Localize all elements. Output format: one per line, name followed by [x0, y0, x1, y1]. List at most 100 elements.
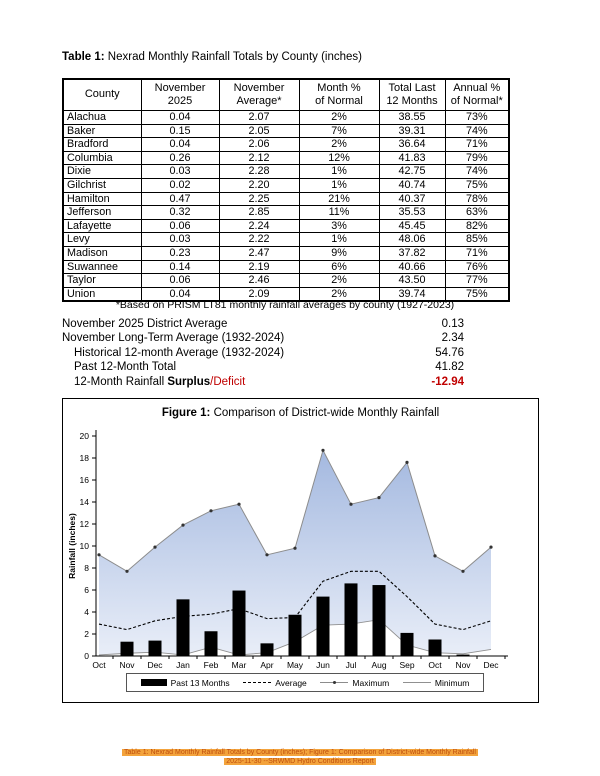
- value-cell: 2%: [298, 110, 380, 125]
- summary-line: Past 12-Month Total 41.82: [62, 360, 464, 374]
- x-tick-label: Oct: [92, 660, 106, 670]
- table-header-row: County November 2025 November Average* Mont…: [62, 78, 510, 111]
- summary-label: November 2025 District Average: [62, 317, 404, 331]
- maximum-marker: [377, 496, 381, 500]
- legend-item: Average: [243, 678, 307, 688]
- table-row: Levy 0.03 2.22 1% 48.06 85%: [62, 232, 510, 247]
- caption-line-1: Table 1: Nexrad Monthly Rainfall Totals …: [122, 749, 478, 756]
- maximum-marker: [181, 523, 185, 527]
- value-cell: 2.28: [218, 164, 300, 179]
- figure-title: Figure 1: Comparison of District-wide Mo…: [63, 407, 538, 419]
- legend-item: Maximum: [320, 678, 389, 688]
- past-month-bar: [316, 596, 330, 656]
- value-cell: 37.82: [378, 245, 446, 261]
- summary-label: Historical 12-month Average (1932-2024): [62, 346, 404, 360]
- legend-label: Past 13 Months: [170, 677, 230, 688]
- table-row: Union 0.04 2.09 2% 39.74 75%: [62, 286, 510, 302]
- dashed-swatch-icon: [243, 682, 272, 683]
- past-month-bar: [260, 643, 274, 656]
- bar-swatch-icon: [140, 679, 167, 686]
- value-cell: 0.04: [140, 110, 220, 125]
- maximum-marker: [433, 554, 437, 558]
- y-tick-label: 4: [84, 607, 89, 617]
- table-header-cell: November Average*: [218, 78, 300, 111]
- table-row: Bradford 0.04 2.06 2% 36.64 71%: [62, 137, 510, 152]
- value-cell: 0.04: [140, 286, 220, 302]
- county-cell: Madison: [62, 245, 142, 261]
- value-cell: 0.06: [140, 218, 220, 234]
- value-cell: 48.06: [378, 232, 446, 247]
- x-tick-label: Dec: [147, 660, 163, 670]
- summary-label-part: Surplus: [167, 375, 211, 388]
- past-month-bar: [288, 614, 302, 656]
- table-row: Baker 0.15 2.05 7% 39.31 74%: [62, 123, 510, 139]
- value-cell: 0.04: [140, 137, 220, 152]
- summary-value: 54.76: [435, 346, 464, 359]
- maximum-marker: [489, 545, 493, 549]
- value-cell: 9%: [298, 245, 380, 261]
- value-cell: 79%: [444, 150, 510, 166]
- value-cell: 2.07: [218, 110, 300, 125]
- past-month-bar: [456, 654, 470, 656]
- value-cell: 78%: [444, 191, 510, 207]
- x-tick-label: Oct: [428, 660, 442, 670]
- x-tick-label: Sep: [399, 660, 414, 670]
- chart-legend: Past 13 Months Average Maximum Minimum: [126, 673, 484, 692]
- summary-label-part: Past 12-Month Total: [74, 361, 177, 374]
- value-cell: 71%: [444, 245, 510, 261]
- value-cell: 7%: [298, 123, 380, 139]
- past-month-bar: [120, 641, 134, 656]
- value-cell: 71%: [444, 137, 510, 152]
- value-cell: 40.74: [378, 177, 446, 193]
- value-cell: 35.53: [378, 205, 446, 220]
- county-cell: Jefferson: [62, 205, 142, 220]
- value-cell: 2.22: [218, 232, 300, 247]
- table-header-cell: Total Last 12 Months: [378, 78, 446, 111]
- county-cell: Hamilton: [62, 191, 142, 207]
- rainfall-chart-svg: 0 2 4 6 8 10 12 14 16 18 20 Oct Nov Dec Jan Feb Mar Apr Ma…: [67, 430, 508, 670]
- y-tick-label: 16: [80, 475, 90, 485]
- value-cell: 73%: [444, 110, 510, 125]
- summary-label: Past 12-Month Total: [62, 360, 404, 374]
- value-cell: 2.46: [218, 273, 300, 288]
- summary-value: 2.34: [441, 332, 464, 345]
- summary-line: November 2025 District Average 0.13: [62, 317, 464, 331]
- value-cell: 45.45: [378, 218, 446, 234]
- maximum-marker: [209, 509, 213, 513]
- x-tick-label: May: [287, 660, 304, 670]
- summary-line: 12-Month Rainfall Surplus/Deficit -12.94: [62, 375, 464, 389]
- x-tick-label: Nov: [119, 660, 135, 670]
- value-cell: 2.24: [218, 218, 300, 234]
- summary-value: 41.82: [435, 361, 464, 374]
- value-cell: 0.26: [140, 150, 220, 166]
- thin-line-swatch-icon: [402, 682, 431, 683]
- summary-label: November Long-Term Average (1932-2024): [62, 331, 404, 345]
- table-row: Hamilton 0.47 2.25 21% 40.37 78%: [62, 191, 510, 207]
- summary-line: November Long-Term Average (1932-2024) 2.…: [62, 331, 464, 345]
- maximum-marker: [237, 502, 241, 506]
- y-tick-label: 12: [80, 519, 90, 529]
- value-cell: 2%: [298, 137, 380, 152]
- value-cell: 0.23: [140, 245, 220, 261]
- value-cell: 0.03: [140, 164, 220, 179]
- value-cell: 11%: [298, 205, 380, 220]
- table-title: Table 1: Nexrad Monthly Rainfall Totals …: [62, 51, 362, 63]
- caption-line-1-wrap: Table 1: Nexrad Monthly Rainfall Totals …: [0, 748, 600, 757]
- caption-line-2: 2025-11-30 --SRWMD Hydro Conditions Repo…: [224, 758, 376, 765]
- value-cell: 63%: [444, 205, 510, 220]
- value-cell: 2.05: [218, 123, 300, 139]
- maximum-marker: [321, 448, 325, 452]
- x-tick-label: Feb: [204, 660, 219, 670]
- summary-label-part: 12-Month Rainfall: [74, 375, 168, 388]
- value-cell: 39.31: [378, 123, 446, 139]
- value-cell: 12%: [298, 150, 380, 166]
- value-cell: 76%: [444, 259, 510, 275]
- summary-label-part: /Deficit: [210, 375, 246, 388]
- value-cell: 2%: [298, 286, 380, 302]
- county-cell: Taylor: [62, 273, 142, 288]
- x-tick-label: Dec: [483, 660, 499, 670]
- value-cell: 2.47: [218, 245, 300, 261]
- table-header-cell: November 2025: [140, 78, 220, 111]
- legend-item: Minimum: [402, 678, 469, 688]
